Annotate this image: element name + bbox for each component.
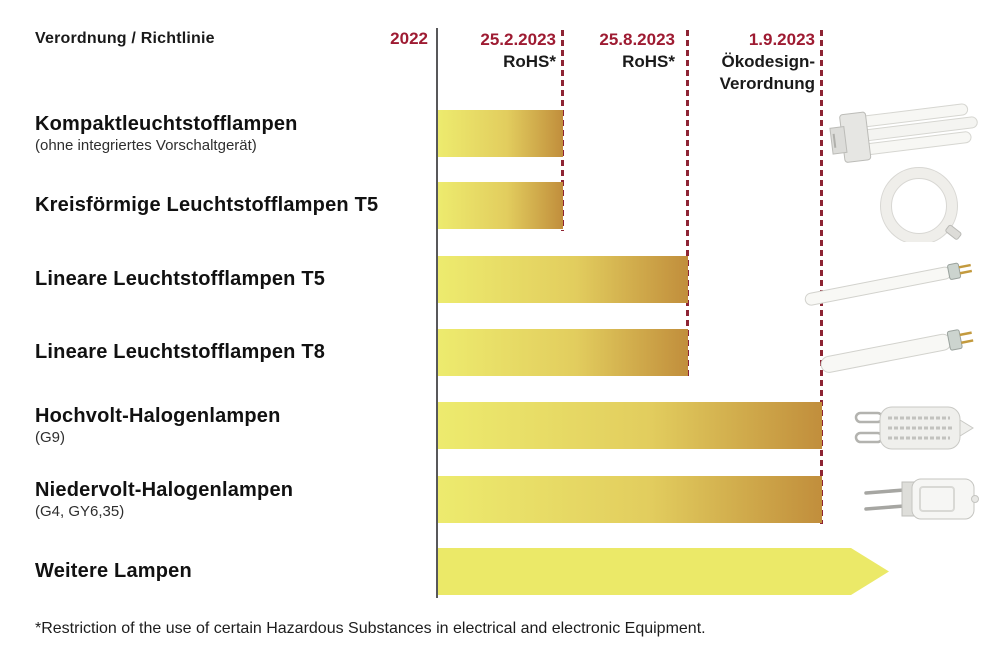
milestone-regulation: RoHS* [622, 52, 675, 71]
row-title: Kreisförmige Leuchtstofflampen T5 [35, 194, 379, 216]
halogen-capsule-g4-icon [864, 478, 979, 520]
linear-tube-t5-icon [804, 262, 973, 306]
row-label: Weitere Lampen [35, 548, 192, 595]
timeline-bar [438, 110, 563, 157]
timeline-bar [438, 402, 822, 449]
row-label: Niedervolt-Halogenlampen (G4, GY6,35) [35, 476, 293, 523]
timeline-arrow-bar [438, 548, 889, 595]
milestone-date: 1.9.2023 [748, 30, 815, 49]
timeline-bar [438, 256, 688, 303]
timeline-bar [438, 329, 688, 376]
rohs-footnote: *Restriction of the use of certain Hazar… [35, 620, 706, 637]
timeline-bar [438, 476, 822, 523]
milestone-date: 25.2.2023 [480, 30, 556, 49]
row-label: Hochvolt-Halogenlampen (G9) [35, 402, 281, 449]
linear-tube-t8-icon [820, 329, 974, 373]
milestone-date: 25.8.2023 [599, 30, 675, 49]
halogen-capsule-g9-icon [854, 406, 974, 450]
row-title: Kompaktleuchtstofflampen [35, 112, 298, 135]
row-label: Kompaktleuchtstofflampen (ohne integriert… [35, 110, 298, 157]
circular-fluorescent-lamp-icon [880, 167, 962, 242]
row-subtitle: (G9) [35, 428, 65, 446]
row-title: Lineare Leuchtstofflampen T5 [35, 268, 326, 290]
start-year-label: 2022 [390, 29, 428, 48]
milestone-regulation: Ökodesign- Verordnung [719, 52, 815, 93]
compact-fluorescent-lamp-icon [829, 103, 978, 163]
row-title: Lineare Leuchtstofflampen T8 [35, 341, 326, 363]
column-header-regulation: Verordnung / Richtlinie [35, 30, 215, 47]
dashed-milestone-line-2 [686, 30, 689, 378]
row-label: Lineare Leuchtstofflampen T8 [35, 329, 325, 376]
row-title: Niedervolt-Halogenlampen [35, 478, 294, 501]
row-label: Lineare Leuchtstofflampen T5 [35, 256, 325, 303]
row-title: Weitere Lampen [35, 560, 192, 582]
row-subtitle: (ohne integriertes Vorschaltgerät) [35, 136, 257, 154]
timeline-bar [438, 182, 563, 229]
dashed-milestone-line-3 [820, 30, 823, 524]
timeline-axis-line [436, 28, 438, 598]
milestone-header-3: 1.9.2023 Ökodesign- Verordnung [720, 29, 815, 95]
milestone-header-1: 25.2.2023 RoHS* [480, 29, 556, 73]
row-title: Hochvolt-Halogenlampen [35, 404, 281, 427]
milestone-header-2: 25.8.2023 RoHS* [599, 29, 675, 73]
row-label: Kreisförmige Leuchtstofflampen T5 [35, 182, 378, 229]
row-subtitle: (G4, GY6,35) [35, 502, 125, 520]
milestone-regulation: RoHS* [503, 52, 556, 71]
